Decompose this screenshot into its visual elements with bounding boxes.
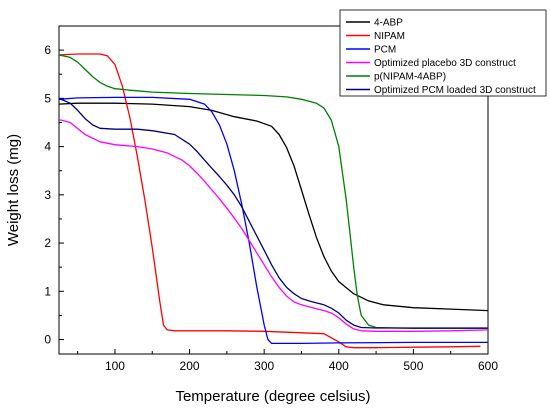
y-tick-label: 3	[44, 188, 51, 202]
legend-label: p(NIPAM-4ABP)	[374, 72, 446, 83]
legend-label: PCM	[374, 45, 396, 56]
x-tick-label: 100	[105, 359, 125, 373]
series-line-4	[59, 118, 488, 332]
x-tick-label: 500	[403, 359, 423, 373]
series-line-1	[59, 102, 488, 312]
legend: 4-ABP NIPAM PCM Optimized placebo 3D constr…	[339, 9, 547, 97]
y-axis-ticks: 0 1 2 3 4 5 6	[44, 43, 64, 347]
x-tick-label: 400	[329, 359, 349, 373]
x-tick-label: 200	[180, 359, 200, 373]
y-axis-label: Weight loss (mg)	[5, 134, 22, 246]
y-tick-label: 1	[44, 284, 51, 298]
y-tick-label: 5	[44, 91, 51, 105]
series-line-2	[59, 53, 481, 349]
series-line-5	[59, 54, 488, 330]
y-tick-label: 4	[44, 140, 51, 154]
x-axis-ticks: 100 200 300 400 500 600	[77, 349, 498, 373]
y-tick-label: 0	[44, 333, 51, 347]
series-line-3	[59, 96, 488, 345]
series-line-6	[59, 97, 488, 329]
legend-label: NIPAM	[374, 31, 405, 42]
x-axis-label: Temperature (degree celsius)	[175, 388, 370, 405]
legend-label: 4-ABP	[374, 18, 403, 29]
legend-label: Optimized PCM loaded 3D construct	[374, 85, 536, 96]
series-layer	[59, 53, 488, 349]
y-tick-label: 6	[44, 43, 51, 57]
legend-box	[339, 9, 547, 97]
x-tick-label: 600	[478, 359, 498, 373]
legend-label: Optimized placebo 3D construct	[374, 58, 516, 69]
y-tick-label: 2	[44, 236, 51, 250]
x-tick-label: 300	[254, 359, 274, 373]
